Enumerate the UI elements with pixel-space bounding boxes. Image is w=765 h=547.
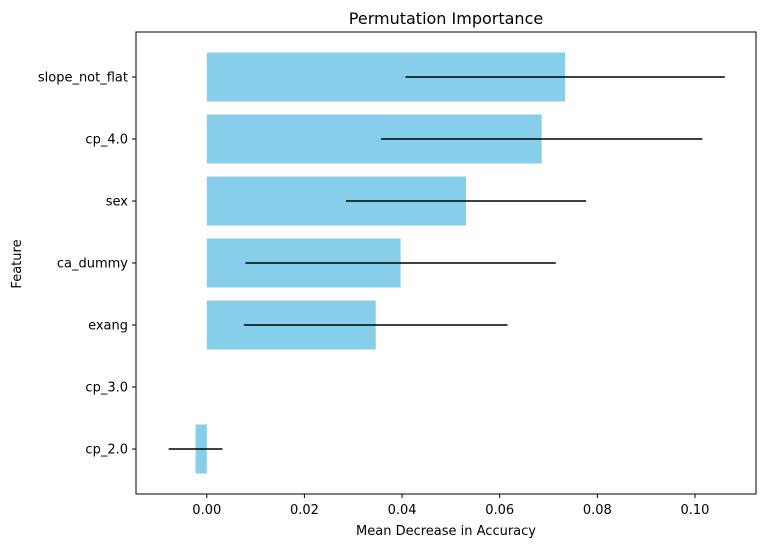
y-tick-label-ca_dummy: ca_dummy <box>57 257 128 272</box>
x-tick-label-3: 0.06 <box>485 503 514 518</box>
y-tick-label-cp_3.0: cp_3.0 <box>85 381 128 396</box>
x-tick-label-4: 0.08 <box>583 503 612 518</box>
x-tick-label-0: 0.00 <box>192 503 221 518</box>
x-tick-label-2: 0.04 <box>388 503 417 518</box>
x-tick-label-1: 0.02 <box>290 503 319 518</box>
x-tick-label-5: 0.10 <box>680 503 709 518</box>
axes-frame <box>135 31 757 495</box>
y-tick-label-slope_not_flat: slope_not_flat <box>38 71 128 86</box>
y-tick-label-sex: sex <box>106 195 129 210</box>
chart-title: Permutation Importance <box>349 9 543 28</box>
x-axis-label: Mean Decrease in Accuracy <box>356 524 536 539</box>
y-tick-label-cp_4.0: cp_4.0 <box>85 133 128 148</box>
y-tick-label-cp_2.0: cp_2.0 <box>85 443 128 458</box>
y-tick-label-exang: exang <box>88 319 128 334</box>
y-axis-label: Feature <box>10 239 25 288</box>
